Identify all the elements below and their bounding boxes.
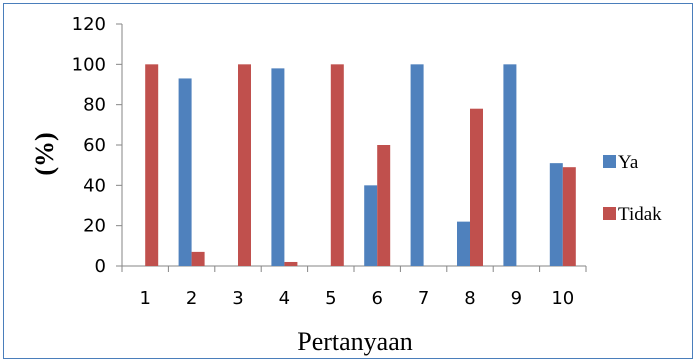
bar-tidak-4 bbox=[284, 261, 298, 266]
y-tick-label: 40 bbox=[83, 175, 106, 196]
x-axis-title: Pertanyaan bbox=[297, 327, 413, 356]
bar-ya-4 bbox=[271, 68, 285, 266]
bar-tidak-2 bbox=[191, 251, 205, 266]
bar-ya-10 bbox=[549, 163, 563, 266]
bar-ya-8 bbox=[457, 221, 470, 266]
x-axis: 1 2 3 4 5 6 7 8 9 10 bbox=[121, 265, 587, 309]
x-tick-label: 5 bbox=[325, 288, 336, 309]
x-tick-label: 6 bbox=[371, 288, 382, 309]
bar-tidak-3 bbox=[238, 64, 251, 266]
bar-ya-6 bbox=[364, 185, 378, 266]
y-tick-label: 60 bbox=[83, 135, 106, 156]
bar-tidak-6 bbox=[377, 145, 391, 266]
bar-ya-2 bbox=[178, 78, 192, 266]
x-tick-label: 9 bbox=[511, 288, 522, 309]
y-tick-label: 120 bbox=[72, 14, 106, 35]
bar-tidak-5 bbox=[330, 64, 344, 266]
x-tick-label: 4 bbox=[279, 288, 290, 309]
legend: Ya Tidak bbox=[603, 152, 662, 225]
y-tick-label: 20 bbox=[83, 216, 106, 237]
bars bbox=[145, 64, 576, 266]
legend-swatch-ya bbox=[603, 155, 616, 168]
bar-tidak-1 bbox=[145, 64, 159, 266]
bar-ya-9 bbox=[503, 64, 517, 266]
x-tick-label: 7 bbox=[418, 288, 429, 309]
legend-swatch-tidak bbox=[603, 207, 616, 220]
legend-label-ya: Ya bbox=[618, 152, 639, 173]
bar-tidak-8 bbox=[470, 108, 483, 266]
bar-tidak-10 bbox=[562, 167, 576, 266]
chart-frame bbox=[3, 3, 693, 359]
y-axis: 0 20 40 60 80 100 120 bbox=[72, 14, 123, 277]
x-tick-label: 10 bbox=[551, 288, 574, 309]
y-tick-label: 80 bbox=[83, 95, 106, 116]
x-tick-label: 3 bbox=[232, 288, 243, 309]
x-tick-label: 1 bbox=[139, 288, 150, 309]
x-tick-label: 8 bbox=[464, 288, 475, 309]
bar-ya-7 bbox=[410, 64, 424, 266]
y-tick-label: 0 bbox=[95, 256, 106, 277]
x-tick-label: 2 bbox=[186, 288, 197, 309]
y-axis-title: (%) bbox=[30, 132, 59, 175]
legend-label-tidak: Tidak bbox=[618, 204, 662, 225]
y-tick-label: 100 bbox=[72, 54, 106, 75]
